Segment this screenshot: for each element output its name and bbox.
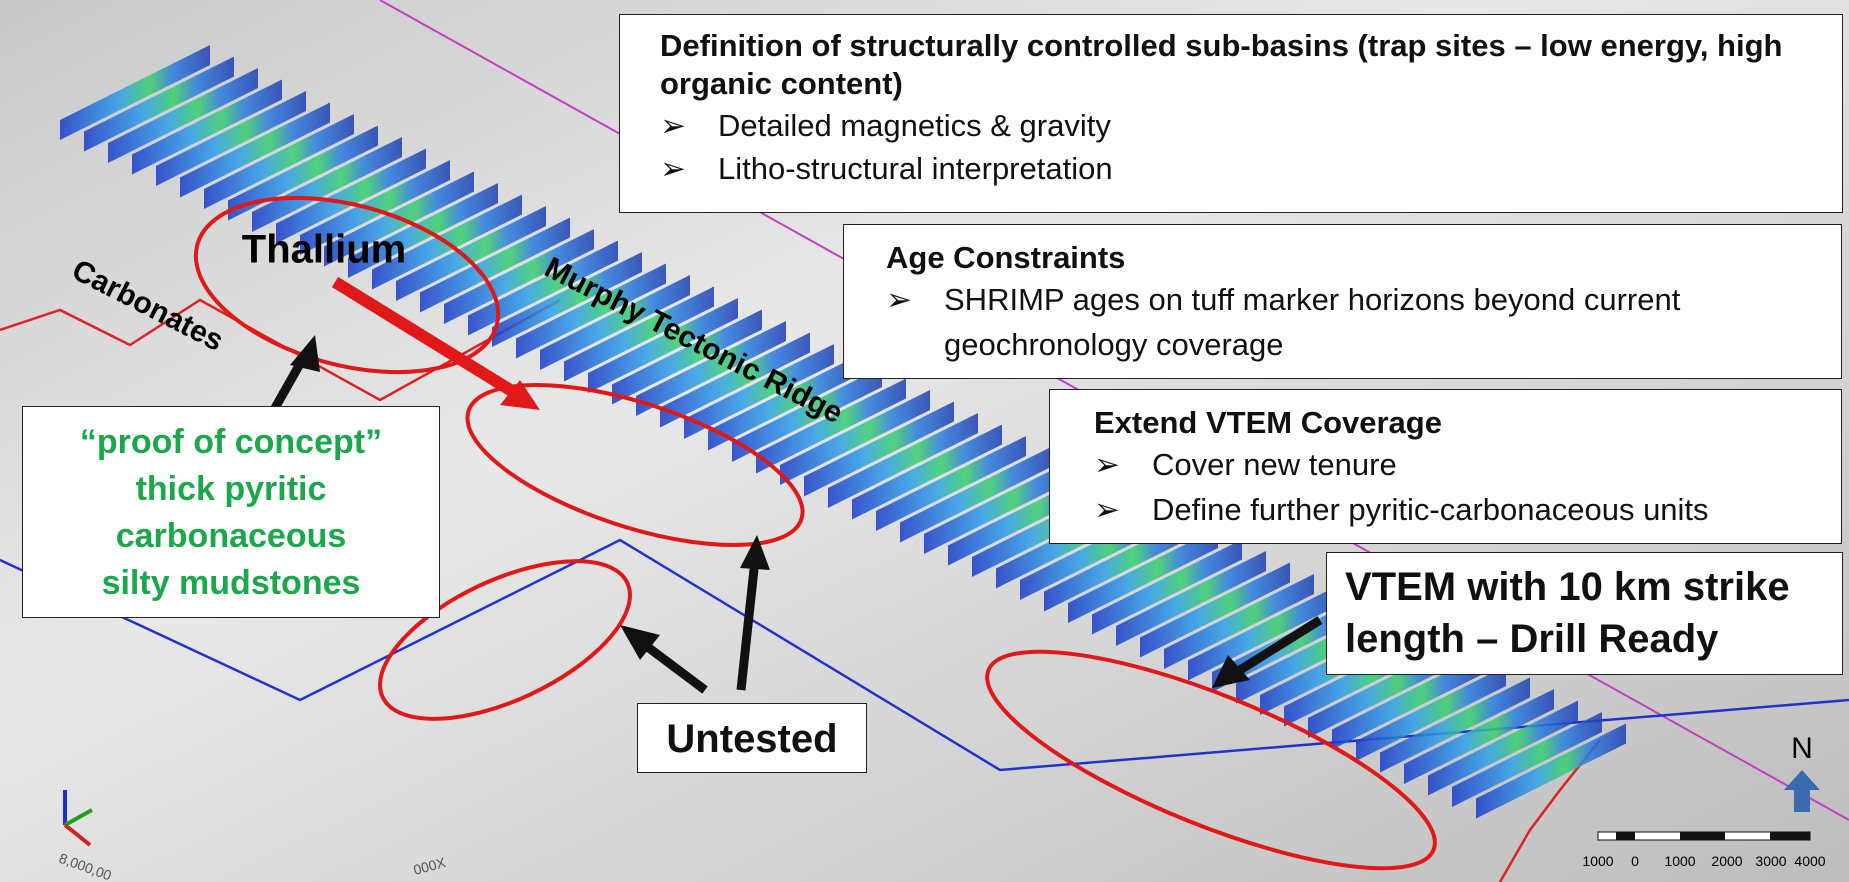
- callout: VTEM with 10 km strike length – Drill Re…: [1326, 552, 1843, 675]
- vtem-section: [516, 263, 666, 359]
- bullet: ➢ SHRIMP ages on tuff marker horizons bey…: [886, 277, 1799, 367]
- text-box: Extend VTEM Coverage ➢ Cover new tenure ➢…: [1049, 389, 1842, 544]
- label: Thallium: [242, 228, 406, 272]
- vtem-section: [636, 321, 786, 416]
- vtem-section: [60, 45, 210, 140]
- vtem-section: [1404, 689, 1554, 784]
- box-title: Age Constraints: [886, 240, 1126, 275]
- box-title: Extend VTEM Coverage: [1094, 405, 1442, 440]
- arrows: [271, 352, 1323, 694]
- arrow-heads: [290, 335, 1250, 688]
- vtem-section: [396, 206, 546, 301]
- vtem-section: [900, 447, 1050, 543]
- vtem-section: [468, 240, 618, 336]
- north-label: N: [1791, 732, 1813, 765]
- bullet-text: Define further pyritic-carbonaceous unit…: [1152, 492, 1709, 527]
- vtem-sections: [60, 45, 1626, 819]
- vtem-section: [660, 332, 810, 428]
- vtem-section: [1116, 551, 1266, 646]
- text-box: Definition of structurally controlled su…: [619, 14, 1843, 213]
- vtem-section: [612, 309, 762, 405]
- bullet: ➢ Detailed magnetics & gravity: [660, 103, 1802, 148]
- vtem-section: [924, 459, 1074, 554]
- vtem-section: [732, 367, 882, 462]
- scale-bar: [1770, 832, 1810, 840]
- vtem-section: [420, 217, 570, 313]
- callout-text: length – Drill Ready: [1345, 617, 1719, 661]
- scale-label: 4000: [1794, 853, 1825, 869]
- boundary-line: [0, 298, 561, 402]
- text-box: Age Constraints ➢ SHRIMP ages on tuff mar…: [843, 224, 1842, 379]
- vtem-section: [252, 137, 402, 232]
- bullet-text: Cover new tenure: [1152, 447, 1397, 482]
- callout: Untested: [637, 703, 867, 773]
- vtem-section: [1476, 723, 1626, 819]
- vtem-section: [84, 56, 234, 152]
- vtem-section: [1356, 666, 1506, 761]
- callout-text: “proof of concept”: [79, 423, 383, 461]
- vtem-section: [108, 68, 258, 163]
- vtem-section: [1140, 562, 1290, 658]
- vtem-section: [684, 344, 834, 439]
- vtem-section: [852, 424, 1002, 520]
- axes-gizmo: [63, 790, 93, 847]
- scale-label: 1000: [1664, 853, 1695, 869]
- bullet: ➢ Define further pyritic-carbonaceous uni…: [1094, 487, 1797, 532]
- callout-text: Untested: [666, 717, 838, 761]
- vtem-section: [228, 125, 378, 221]
- vtem-section: [780, 390, 930, 485]
- scale-bar: [1680, 832, 1725, 840]
- boundary-line: [0, 538, 1849, 772]
- vtem-section: [1380, 677, 1530, 773]
- vtem-section: [180, 102, 330, 198]
- scale-labels: 1000 0 1000 2000 3000 4000: [1582, 853, 1825, 869]
- box-title: Definition of structurally controlled su…: [660, 28, 1783, 101]
- vtem-section: [1092, 539, 1242, 635]
- vtem-section: [444, 229, 594, 324]
- vtem-section: [708, 355, 858, 451]
- callout: “proof of concept” thick pyritic carbona…: [22, 406, 440, 618]
- vtem-section: [492, 252, 642, 347]
- scale-label: 0: [1631, 853, 1639, 869]
- vtem-section: [540, 275, 690, 370]
- vtem-section: [204, 114, 354, 209]
- vtem-section: [1332, 654, 1482, 750]
- vtem-section: [1068, 528, 1218, 623]
- callout-text: carbonaceous: [115, 517, 347, 555]
- vtem-section: [828, 413, 978, 508]
- scale-label: 1000: [1582, 853, 1613, 869]
- vtem-section: [276, 148, 426, 244]
- ellipses: [193, 195, 1437, 871]
- vtem-section: [588, 298, 738, 393]
- north-arrow: [1784, 770, 1820, 812]
- scale-bar: [1616, 832, 1635, 840]
- vtem-section: [876, 436, 1026, 531]
- bullet-text: SHRIMP ages on tuff marker horizons beyo…: [944, 282, 1681, 362]
- vtem-section: [300, 160, 450, 255]
- callout-text: silty mudstones: [101, 564, 361, 602]
- callout-text: thick pyritic: [135, 470, 327, 508]
- arrow-head: [500, 380, 540, 410]
- callout-text: VTEM with 10 km strike: [1345, 565, 1790, 609]
- vtem-section: [756, 378, 906, 474]
- vtem-section: [804, 401, 954, 497]
- vtem-section: [1188, 585, 1338, 681]
- scale-label: 2000: [1711, 853, 1742, 869]
- vtem-section: [564, 286, 714, 382]
- bullet: ➢ Litho-structural interpretation: [660, 146, 1802, 191]
- bullet-text: Detailed magnetics & gravity: [718, 108, 1111, 143]
- vtem-section: [1164, 574, 1314, 669]
- vtem-section: [1428, 700, 1578, 796]
- scale-label: 3000: [1755, 853, 1786, 869]
- bullet: ➢ Cover new tenure: [1094, 442, 1797, 487]
- vtem-section: [132, 79, 282, 175]
- arrow: [331, 276, 524, 402]
- bullet-text: Litho-structural interpretation: [718, 151, 1113, 186]
- vtem-section: [1452, 712, 1602, 807]
- vtem-section: [156, 91, 306, 186]
